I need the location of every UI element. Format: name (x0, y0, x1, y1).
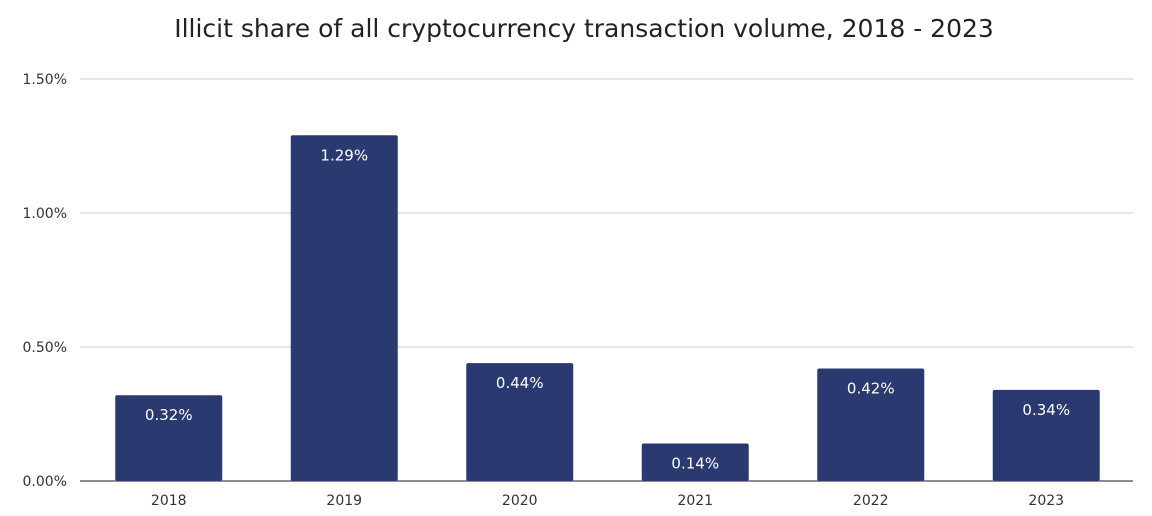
bar-2023 (992, 389, 1100, 481)
data-label: 0.34% (1022, 401, 1070, 419)
data-label: 0.42% (847, 379, 895, 397)
x-tick-label: 2022 (853, 493, 889, 509)
x-tick-label: 2021 (677, 493, 713, 509)
bar-2022 (817, 368, 925, 481)
x-tick-label: 2019 (326, 493, 362, 509)
x-tick-label: 2020 (502, 493, 538, 509)
data-label: 0.32% (145, 406, 193, 424)
x-tick-label: 2023 (1028, 493, 1064, 509)
x-tick-label: 2018 (151, 493, 187, 509)
data-label: 0.44% (496, 374, 544, 392)
y-tick-label: 0.50% (23, 340, 67, 356)
bar-2021 (641, 443, 749, 481)
y-tick-label: 1.50% (23, 72, 67, 88)
bar-2019 (290, 135, 398, 481)
chart-title: Illicit share of all cryptocurrency tran… (174, 14, 994, 43)
bar-2020 (466, 363, 574, 481)
bar-2018 (115, 395, 223, 481)
y-tick-label: 0.00% (23, 474, 67, 490)
data-label: 1.29% (320, 146, 368, 164)
data-label: 0.14% (671, 454, 719, 472)
y-tick-label: 1.00% (23, 206, 67, 222)
